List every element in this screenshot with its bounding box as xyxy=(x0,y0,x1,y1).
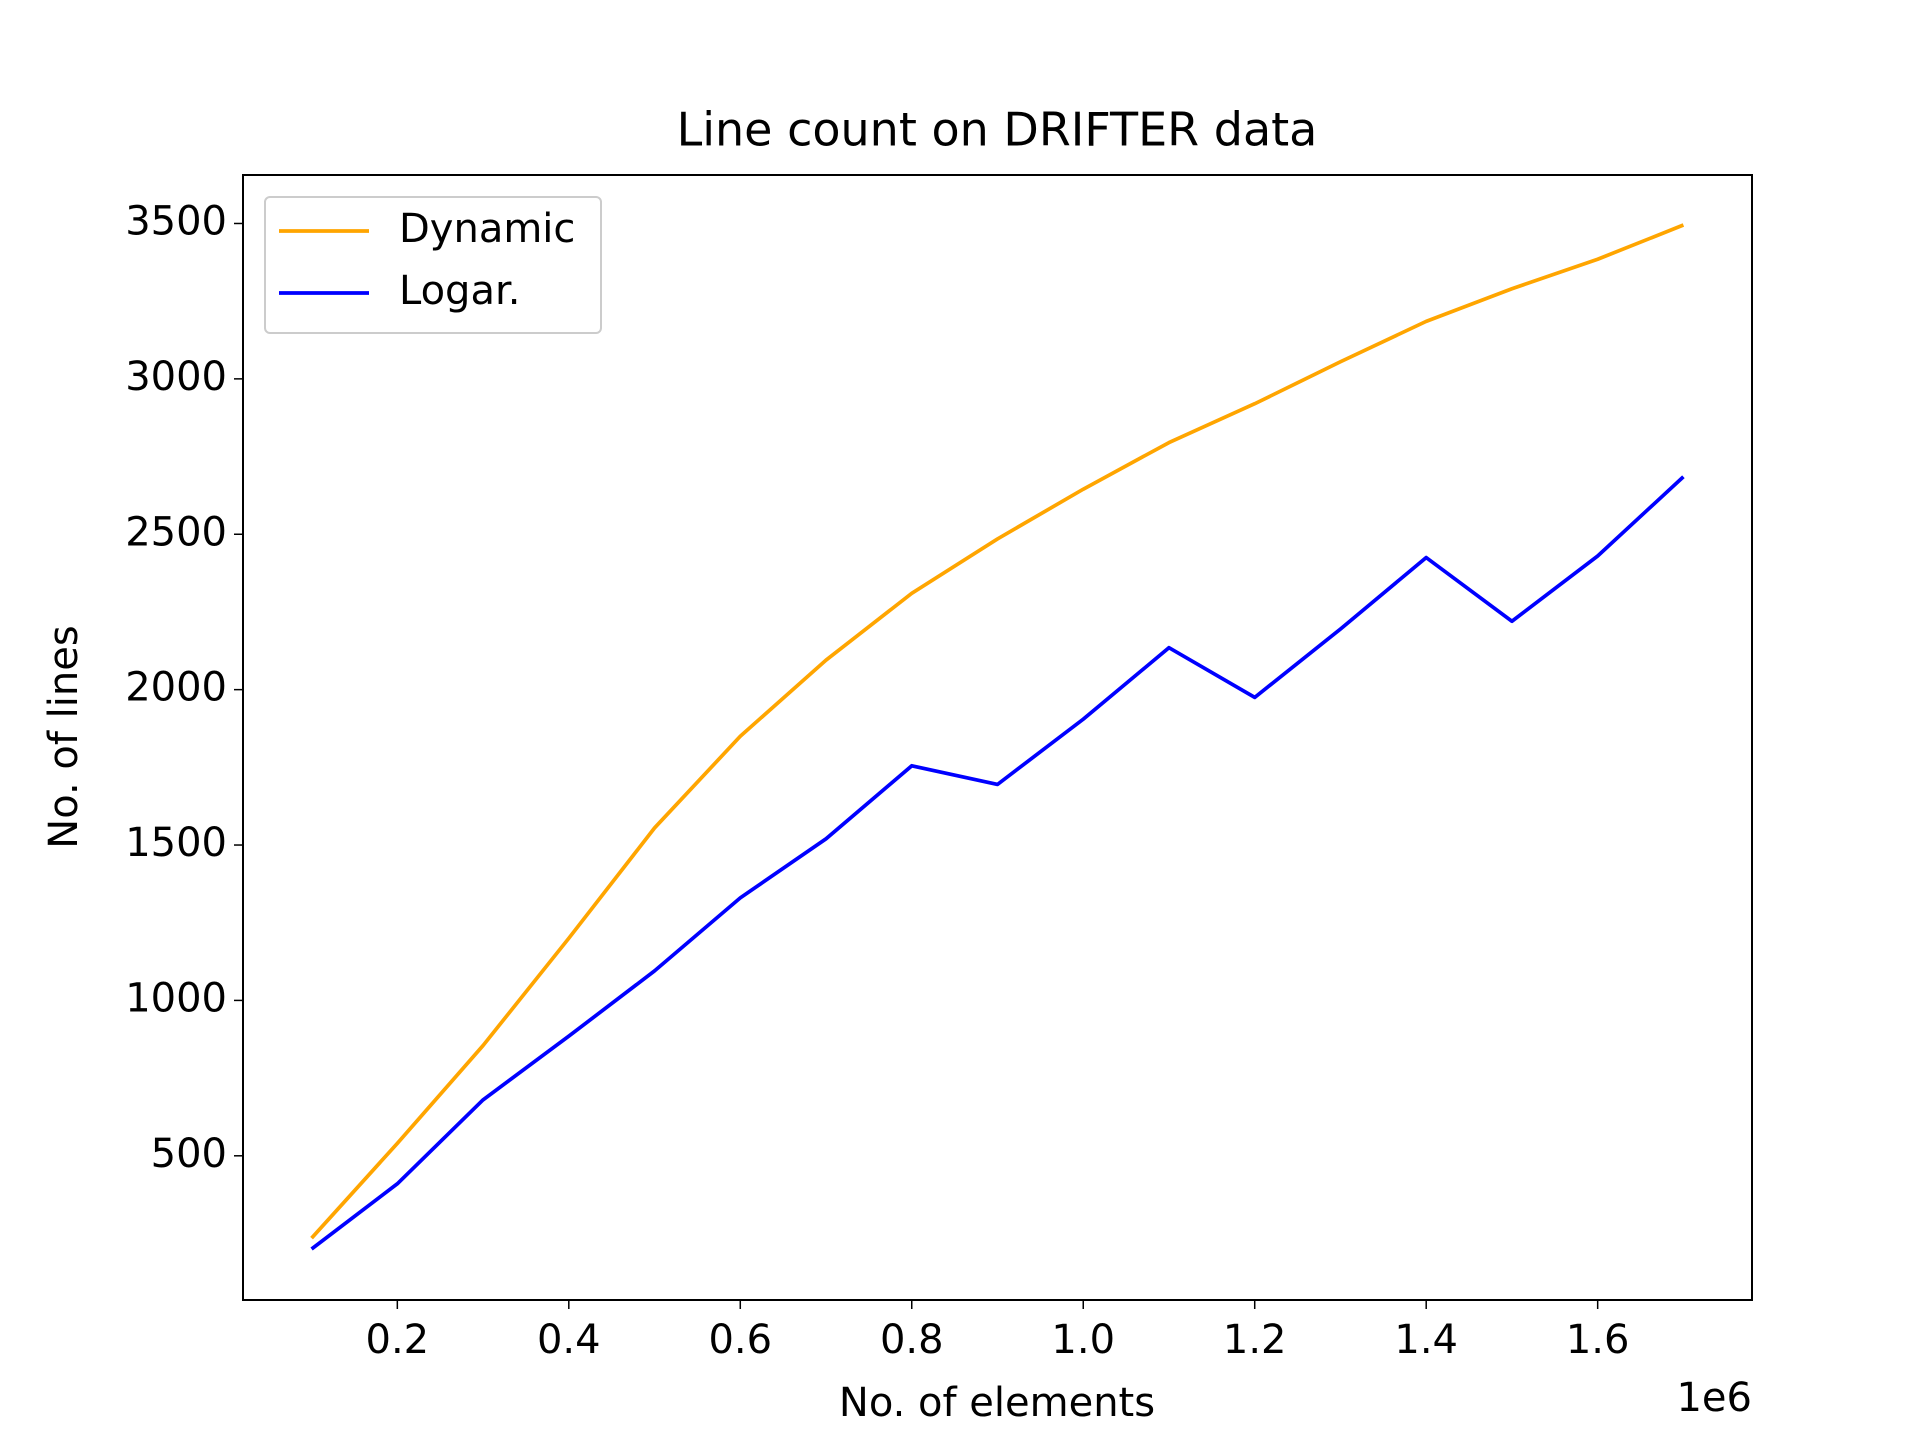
legend-label: Dynamic xyxy=(399,206,575,252)
x-tick-label: 1.2 xyxy=(1223,1317,1287,1363)
y-tick-label: 1000 xyxy=(125,975,227,1021)
y-tick-label: 500 xyxy=(151,1131,227,1177)
x-tick-label: 1.4 xyxy=(1394,1317,1458,1363)
y-tick-label: 3000 xyxy=(125,354,227,400)
x-tick-label: 1.0 xyxy=(1051,1317,1115,1363)
x-axis-label: No. of elements xyxy=(839,1380,1155,1426)
x-tick-label: 0.8 xyxy=(880,1317,944,1363)
chart-title: Line count on DRIFTER data xyxy=(677,103,1318,157)
y-tick-label: 1500 xyxy=(125,820,227,866)
x-tick-label: 0.4 xyxy=(537,1317,601,1363)
x-offset-label: 1e6 xyxy=(1676,1375,1752,1421)
y-tick-label: 2000 xyxy=(125,665,227,711)
x-tick-label: 0.2 xyxy=(366,1317,430,1363)
x-tick-label: 1.6 xyxy=(1566,1317,1630,1363)
y-tick-label: 2500 xyxy=(125,509,227,555)
y-tick-label: 3500 xyxy=(125,198,227,244)
y-axis-label: No. of lines xyxy=(41,625,87,848)
series-line xyxy=(310,475,1685,1251)
x-tick-label: 0.6 xyxy=(708,1317,772,1363)
legend-label: Logar. xyxy=(399,268,520,314)
series-line xyxy=(310,223,1685,1240)
plot-frame xyxy=(242,174,1753,1301)
